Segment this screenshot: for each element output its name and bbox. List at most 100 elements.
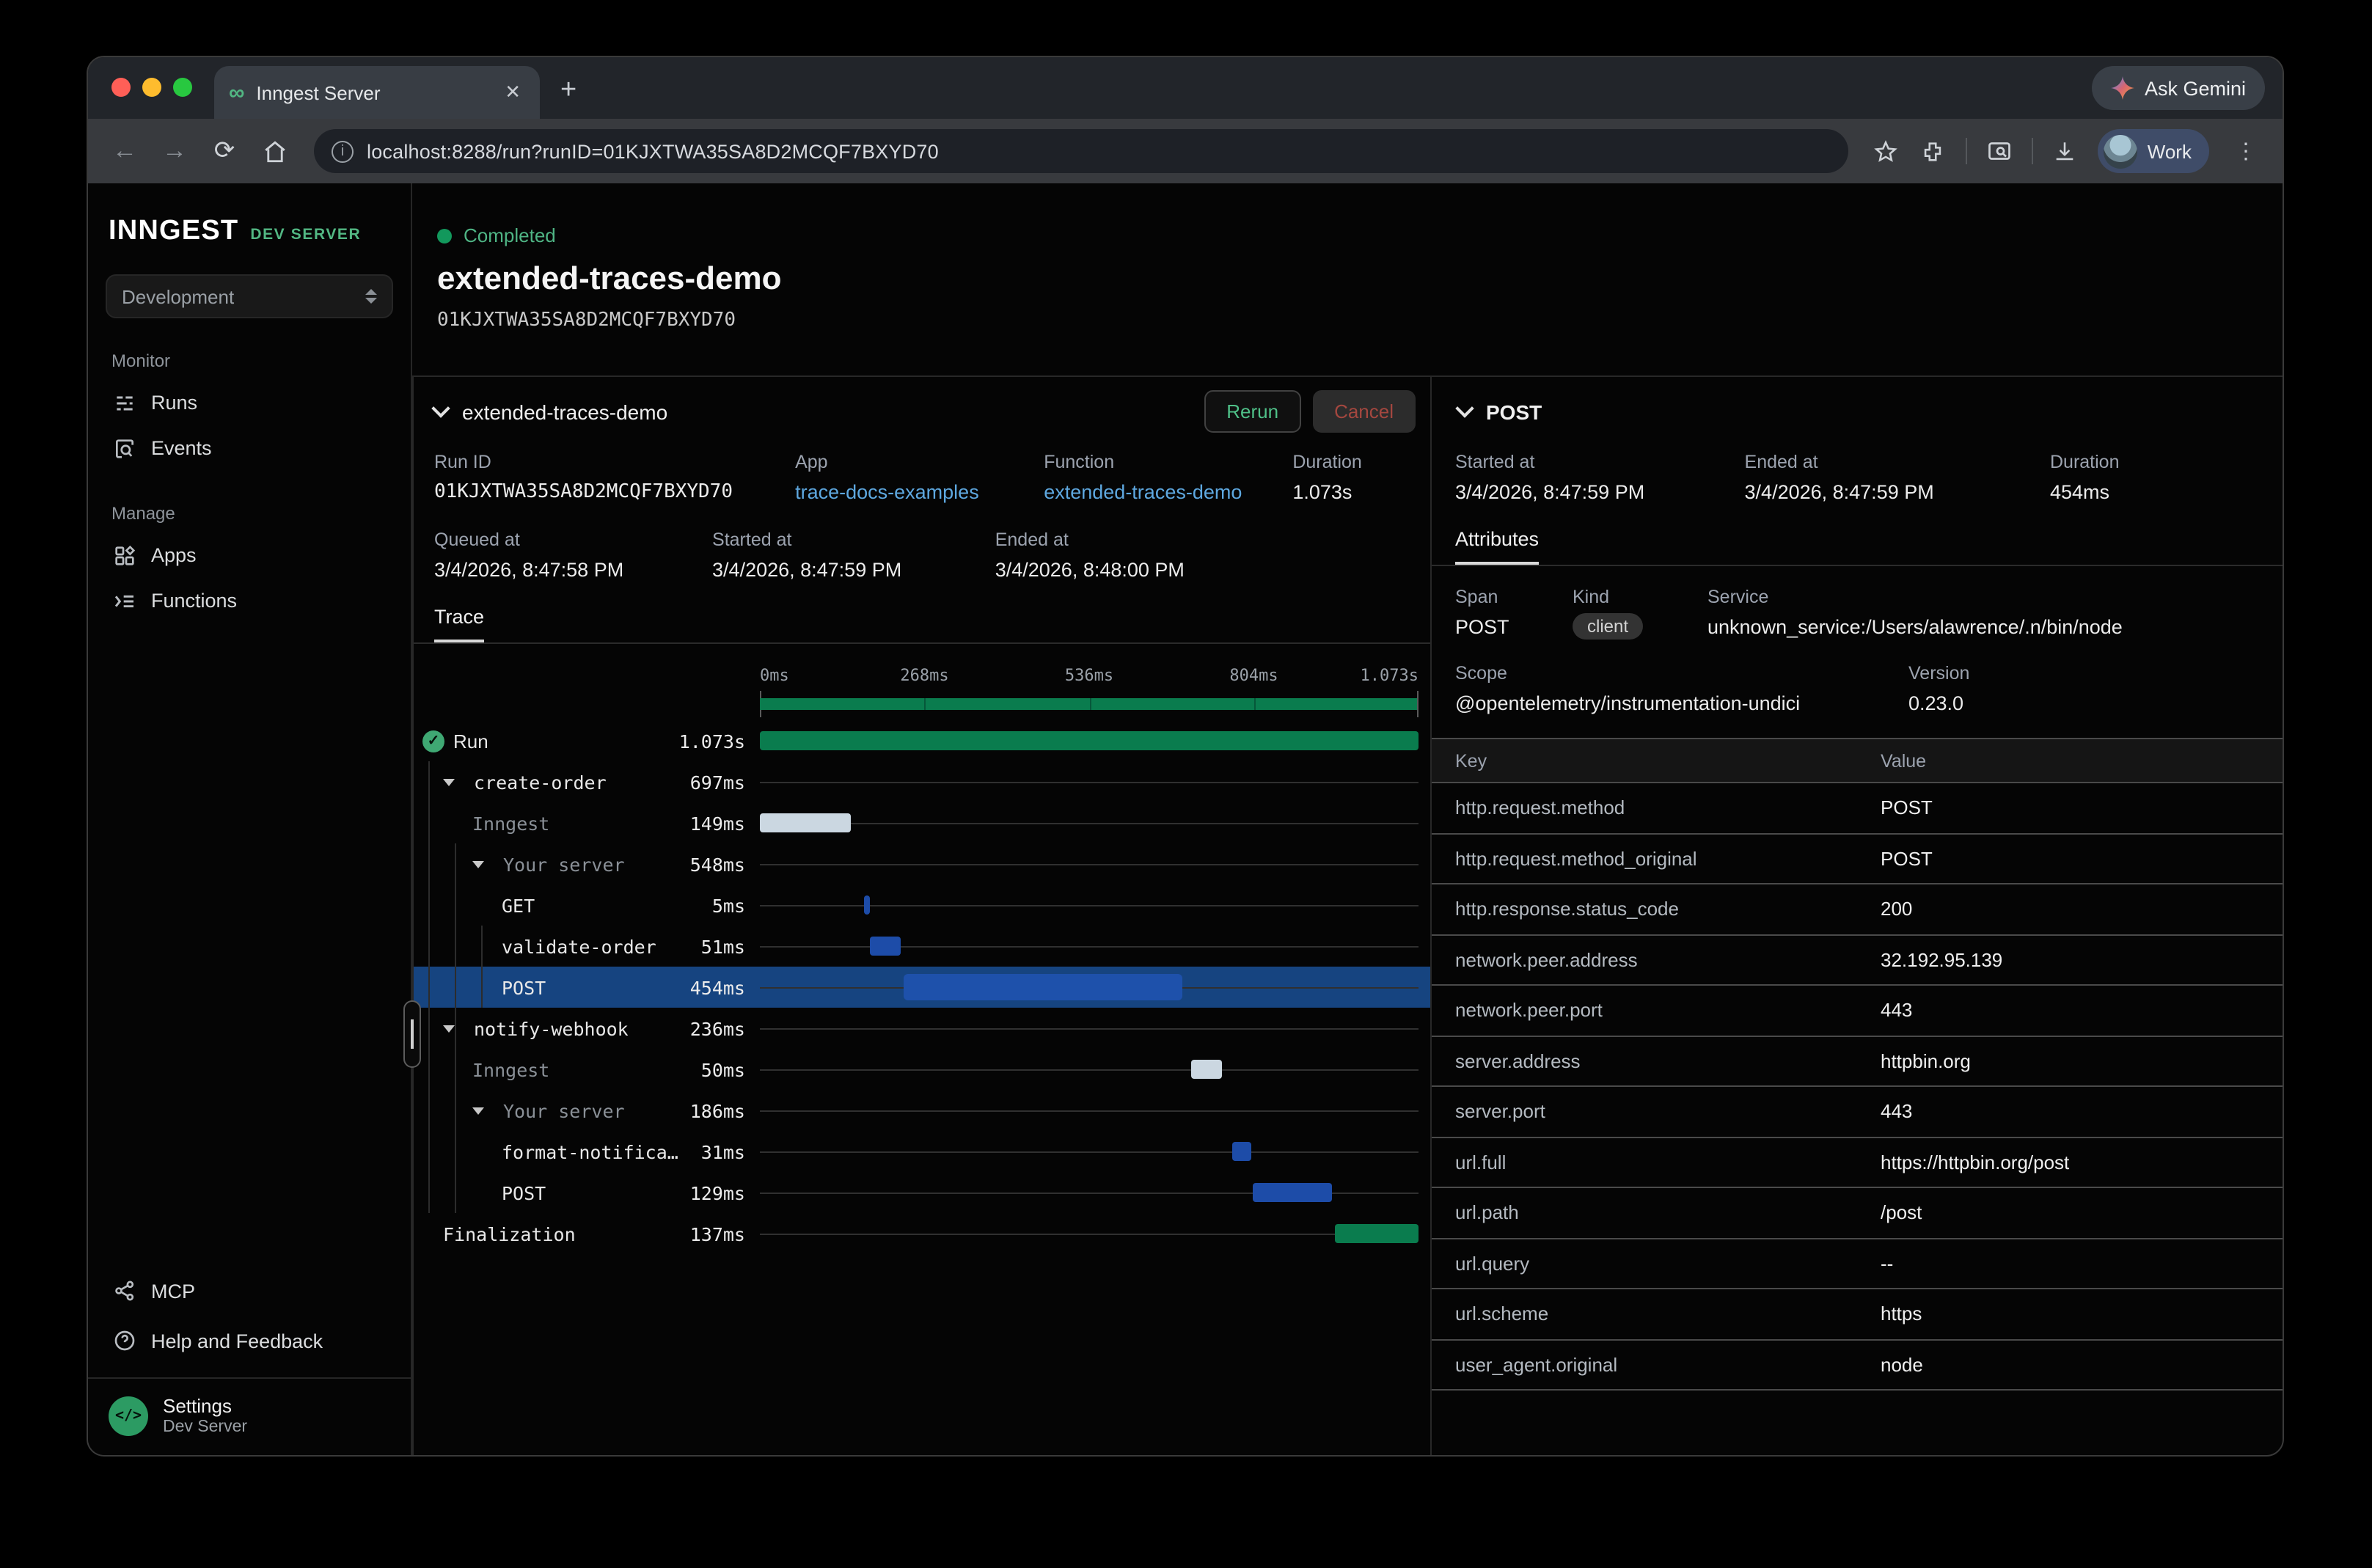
app-label: App (795, 452, 1044, 472)
chevron-down-icon[interactable] (443, 1025, 455, 1032)
function-link[interactable]: extended-traces-demo (1044, 481, 1292, 503)
sidebar-item-label: Functions (151, 590, 237, 612)
dev-server-badge: DEV SERVER (250, 226, 361, 243)
home-icon[interactable] (252, 129, 296, 173)
app-link[interactable]: trace-docs-examples (795, 481, 1044, 503)
collapse-chevron-icon[interactable] (431, 399, 450, 417)
reload-icon[interactable]: ⟳ (202, 129, 246, 173)
cancel-button[interactable]: Cancel (1312, 390, 1416, 433)
sidebar-item-mcp[interactable]: MCP (88, 1266, 411, 1316)
section-label: Manage (88, 497, 411, 532)
span-name: GET (502, 894, 535, 916)
chevron-down-icon[interactable] (472, 1107, 484, 1114)
forward-icon[interactable]: → (153, 129, 197, 173)
back-icon[interactable]: ← (103, 129, 147, 173)
attribute-value: node (1881, 1354, 2283, 1376)
attribute-row-url-path: url.path/post (1432, 1188, 2283, 1239)
trace-row-inngest[interactable]: Inngest 149ms (414, 802, 1430, 843)
close-window-button[interactable] (111, 78, 131, 97)
waterfall-rows: ✓Run 1.073s create-order697ms Inngest 149ms Y… (414, 720, 1430, 1254)
extensions-icon[interactable] (1913, 131, 1954, 172)
trace-row-notify-webhook[interactable]: notify-webhook236ms (414, 1008, 1430, 1049)
trace-row-get[interactable]: GET5ms (414, 884, 1430, 926)
timeline-minimap[interactable] (760, 691, 1419, 717)
span-bar[interactable] (904, 974, 1182, 1000)
span-bar[interactable] (1233, 1142, 1252, 1161)
trace-row-post[interactable]: POST129ms (414, 1172, 1430, 1213)
scope-label: Scope (1455, 663, 1908, 684)
span-panel-header: POST (1432, 377, 2283, 446)
trace-row-inngest[interactable]: Inngest50ms (414, 1049, 1430, 1090)
site-info-icon[interactable]: i (332, 140, 354, 162)
sidebar-item-settings[interactable]: </> Settings Dev Server (88, 1377, 411, 1455)
ask-gemini-button[interactable]: Ask Gemini (2092, 66, 2265, 110)
minimize-window-button[interactable] (142, 78, 161, 97)
span-bar[interactable] (865, 895, 869, 915)
browser-menu-icon[interactable]: ⋮ (2224, 129, 2268, 173)
span-name: Your server (472, 853, 625, 875)
attribute-row-server-port: server.port443 (1432, 1087, 2283, 1137)
span-bar[interactable] (1335, 1224, 1419, 1243)
trace-row-post[interactable]: POST454ms (414, 967, 1430, 1008)
trace-row-run[interactable]: ✓Run 1.073s (414, 720, 1430, 761)
trace-row-create-order[interactable]: create-order697ms (414, 761, 1430, 802)
span-bar[interactable] (869, 937, 901, 956)
tab-attributes[interactable]: Attributes (1455, 528, 1539, 565)
fullscreen-window-button[interactable] (173, 78, 192, 97)
tab-close-icon[interactable]: ✕ (500, 81, 525, 104)
span-bar[interactable] (1190, 1060, 1221, 1079)
bookmark-star-icon[interactable] (1866, 131, 1907, 172)
sidebar-footer: MCPHelp and Feedback (88, 1266, 411, 1377)
span-duration: 1.073s (679, 730, 760, 752)
trace-row-validate-order[interactable]: validate-order51ms (414, 926, 1430, 967)
span-tabs: Attributes (1432, 503, 2283, 566)
url-bar[interactable]: i localhost:8288/run?runID=01KJXTWA35SA8… (314, 129, 1848, 173)
browser-window: ∞ Inngest Server ✕ + Ask Gemini ← → ⟳ (87, 56, 2284, 1457)
span-name: ✓Run (422, 730, 488, 752)
toolbar-separator-2 (2032, 138, 2033, 164)
trace-panel-header: extended-traces-demo Rerun Cancel (414, 377, 1430, 446)
sidebar-item-events[interactable]: Events (88, 425, 411, 471)
attribute-value: POST (1881, 848, 2283, 870)
chevron-down-icon[interactable] (443, 778, 455, 785)
sidebar-item-label: Apps (151, 544, 197, 566)
trace-row-finalization[interactable]: Finalization137ms (414, 1213, 1430, 1254)
sidebar-item-help-and-feedback[interactable]: Help and Feedback (88, 1316, 411, 1366)
environment-select[interactable]: Development (106, 274, 393, 318)
duration-value: 1.073s (1292, 481, 1410, 503)
span-duration: 31ms (701, 1140, 760, 1162)
trace-row-your-server[interactable]: Your server548ms (414, 843, 1430, 884)
span-meta-row: Started at 3/4/2026, 8:47:59 PM Ended at… (1432, 446, 2283, 503)
attribute-value: 443 (1881, 1000, 2283, 1022)
tree-guide-line (455, 843, 456, 1213)
browser-tabstrip: ∞ Inngest Server ✕ + Ask Gemini (88, 57, 2283, 119)
rerun-button[interactable]: Rerun (1204, 390, 1300, 433)
trace-row-format-notifica-[interactable]: format-notifica…31ms (414, 1131, 1430, 1172)
sidebar-item-runs[interactable]: Runs (88, 380, 411, 425)
brand-row: INNGEST DEV SERVER (88, 204, 411, 254)
tab-trace[interactable]: Trace (434, 606, 484, 642)
profile-button[interactable]: Work (2098, 129, 2209, 173)
span-bar[interactable] (1253, 1183, 1333, 1202)
panel-resize-handle[interactable] (403, 1000, 421, 1068)
chevron-down-icon[interactable] (472, 860, 484, 868)
span-name: POST (502, 1182, 546, 1204)
span-duration: 149ms (690, 812, 760, 834)
sidebar-item-functions[interactable]: Functions (88, 578, 411, 623)
attribute-key: url.path (1455, 1202, 1881, 1224)
span-track (760, 1131, 1419, 1172)
span-bar[interactable] (760, 731, 1419, 750)
span-collapse-chevron-icon[interactable] (1455, 399, 1474, 417)
downloads-icon[interactable] (2045, 131, 2086, 172)
new-tab-button[interactable]: + (560, 75, 576, 107)
span-track (760, 720, 1419, 761)
trace-row-your-server[interactable]: Your server186ms (414, 1090, 1430, 1131)
tab-search-icon[interactable] (1979, 131, 2020, 172)
browser-tab[interactable]: ∞ Inngest Server ✕ (214, 66, 540, 119)
sidebar-item-apps[interactable]: Apps (88, 532, 411, 578)
span-bar[interactable] (760, 813, 852, 832)
window-controls (111, 78, 192, 97)
attribute-row-server-address: server.addresshttpbin.org (1432, 1036, 2283, 1087)
attribute-key: http.request.method_original (1455, 848, 1881, 870)
span-name: Inngest (472, 812, 549, 834)
